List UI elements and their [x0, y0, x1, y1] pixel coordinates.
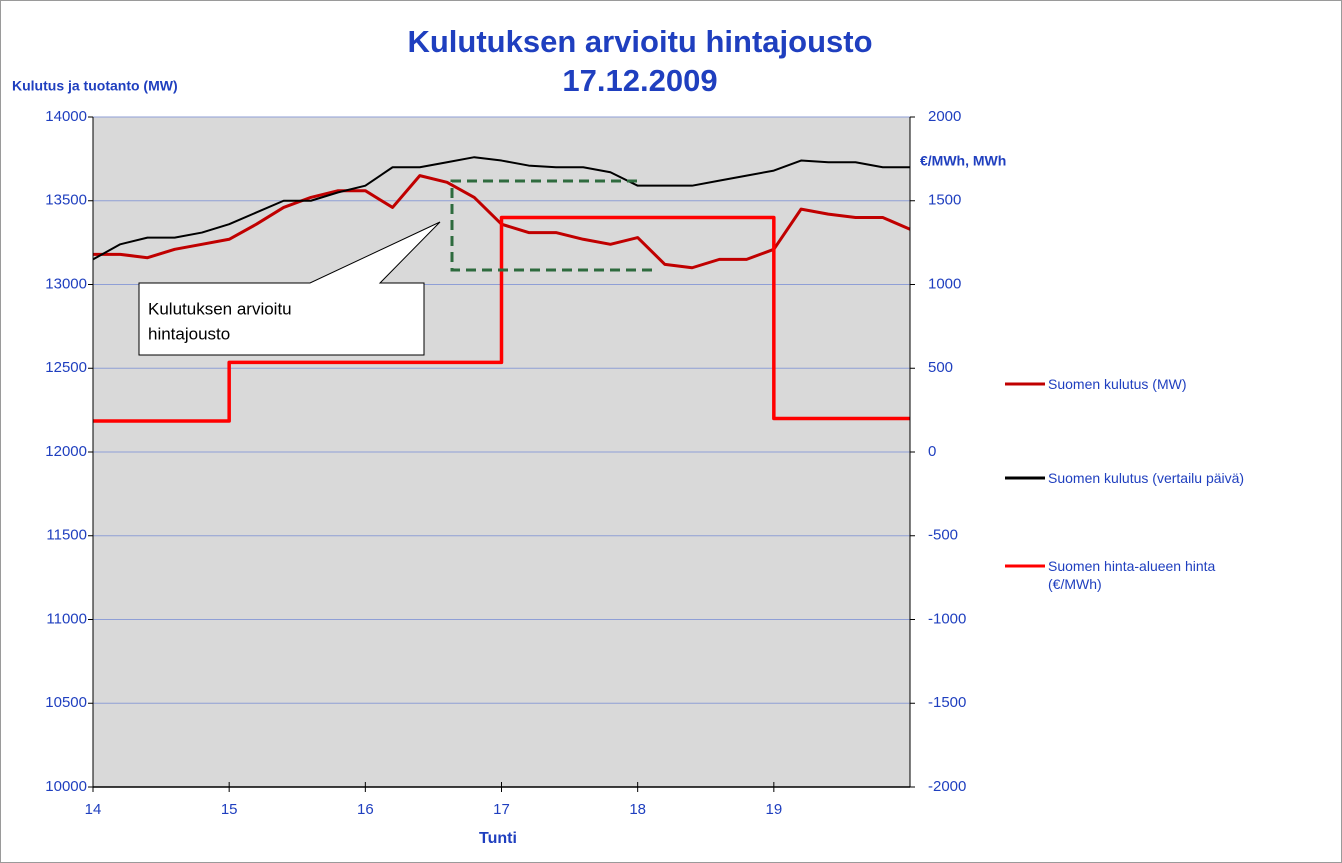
y2-tick-label: 500: [928, 359, 953, 376]
y-tick-label: 10000: [45, 778, 87, 795]
y2-tick-label: 0: [928, 443, 936, 460]
x-tick-label: 18: [629, 801, 646, 818]
y2-tick-label: 2000: [928, 108, 961, 125]
y-tick-label: 10500: [45, 694, 87, 711]
callout: [138, 221, 441, 356]
series-line: [93, 215, 910, 423]
y-tick-label: 13000: [45, 275, 87, 292]
y-tick-label: 11500: [46, 527, 87, 544]
y2-tick-label: -1000: [928, 610, 966, 627]
y2-tick-label: 1500: [928, 192, 961, 209]
y-tick-label: 13500: [45, 192, 87, 209]
y2-tick-label: -500: [928, 527, 958, 544]
y2-tick-label: -2000: [928, 778, 966, 795]
x-axis-title: Tunti: [479, 830, 517, 847]
y2-tick-label: 1000: [928, 275, 961, 292]
chart-subtitle: 17.12.2009: [562, 63, 717, 98]
y-tick-label: 12000: [45, 443, 87, 460]
x-tick-label: 16: [357, 801, 374, 818]
x-tick-label: 14: [85, 801, 102, 818]
series-line: [92, 156, 910, 261]
x-tick-label: 19: [765, 801, 782, 818]
y2-tick-label: -1500: [928, 694, 966, 711]
callout-text: Kulutuksen arvioitu: [148, 299, 292, 318]
legend-label: Suomen kulutus (vertailu päivä): [1048, 470, 1245, 486]
legend-label: Suomen kulutus (MW): [1048, 376, 1187, 392]
y-tick-label: 14000: [45, 108, 87, 125]
y-tick-label: 11000: [46, 610, 87, 627]
x-tick-label: 17: [493, 801, 510, 818]
chart-title: Kulutuksen arvioitu hintajousto: [407, 24, 872, 59]
legend-label: Suomen hinta-alueen hinta (€/MWh): [1048, 558, 1216, 592]
y-axis-title: Kulutus ja tuotanto (MW): [12, 78, 178, 94]
y-tick-label: 12500: [45, 359, 87, 376]
x-tick-label: 15: [221, 801, 238, 818]
callout-text: hintajousto: [148, 324, 230, 343]
y2-axis-title: €/MWh, MWh: [920, 153, 1006, 169]
dashed-box: [450, 179, 652, 272]
